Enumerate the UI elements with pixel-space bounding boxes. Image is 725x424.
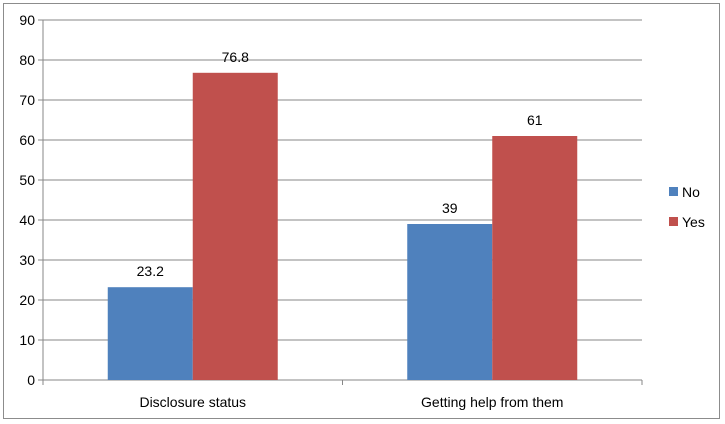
data-label: 76.8	[222, 49, 249, 65]
y-tick-label: 80	[19, 52, 35, 68]
bars	[107, 72, 578, 381]
legend-swatch-no	[669, 187, 678, 196]
x-tick-label: Disclosure status	[139, 394, 246, 410]
y-tick-label: 40	[19, 212, 35, 228]
y-tick-label: 30	[19, 252, 35, 268]
bar-no	[407, 224, 493, 380]
y-tick-label: 50	[19, 172, 35, 188]
x-tick-label: Getting help from them	[421, 394, 563, 410]
y-tick-label: 90	[19, 12, 35, 28]
data-label: 39	[442, 200, 458, 216]
legend-label-yes: Yes	[682, 214, 705, 230]
y-tick-label: 10	[19, 332, 35, 348]
data-labels: 23.2 76.8 39 61	[137, 49, 543, 279]
legend-label-no: No	[682, 184, 700, 200]
legend: No Yes	[669, 184, 705, 230]
bar-yes	[192, 72, 278, 381]
y-tick-label: 20	[19, 292, 35, 308]
y-axis-ticks: 0 10 20 30 40 50 60 70 80 90	[19, 12, 43, 388]
bar-no	[107, 287, 193, 380]
bar-yes	[492, 136, 578, 380]
data-label: 23.2	[137, 263, 164, 279]
data-label: 61	[527, 112, 543, 128]
legend-swatch-yes	[669, 217, 678, 226]
y-tick-label: 70	[19, 92, 35, 108]
x-axis-ticks: Disclosure status Getting help from them	[42, 380, 643, 410]
y-tick-label: 0	[27, 372, 35, 388]
y-tick-label: 60	[19, 132, 35, 148]
